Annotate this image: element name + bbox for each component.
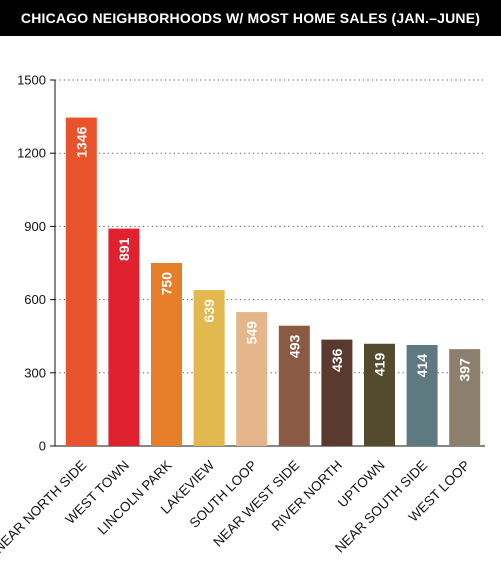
y-tick-label: 300 bbox=[24, 365, 46, 380]
y-tick-label: 0 bbox=[39, 439, 46, 454]
bar-value-label: 419 bbox=[372, 353, 388, 377]
bar-value-label: 436 bbox=[329, 348, 345, 372]
bars bbox=[66, 118, 480, 446]
bar-value-label: 549 bbox=[244, 321, 260, 345]
bar-value-label: 397 bbox=[457, 358, 473, 382]
y-tick-label: 600 bbox=[24, 292, 46, 307]
bar-value-label: 493 bbox=[286, 334, 302, 358]
x-category-label: LINCOLN PARK bbox=[95, 458, 175, 538]
bar bbox=[66, 118, 97, 446]
bar-value-label: 639 bbox=[201, 299, 217, 323]
bar-value-label: 1346 bbox=[73, 126, 89, 157]
y-tick-label: 1200 bbox=[17, 146, 46, 161]
y-tick-label: 900 bbox=[24, 219, 46, 234]
bar-value-label: 414 bbox=[414, 354, 430, 378]
bar-value-label: 750 bbox=[159, 272, 175, 296]
bar-value-label: 891 bbox=[116, 237, 132, 261]
y-tick-label: 1500 bbox=[17, 73, 46, 88]
